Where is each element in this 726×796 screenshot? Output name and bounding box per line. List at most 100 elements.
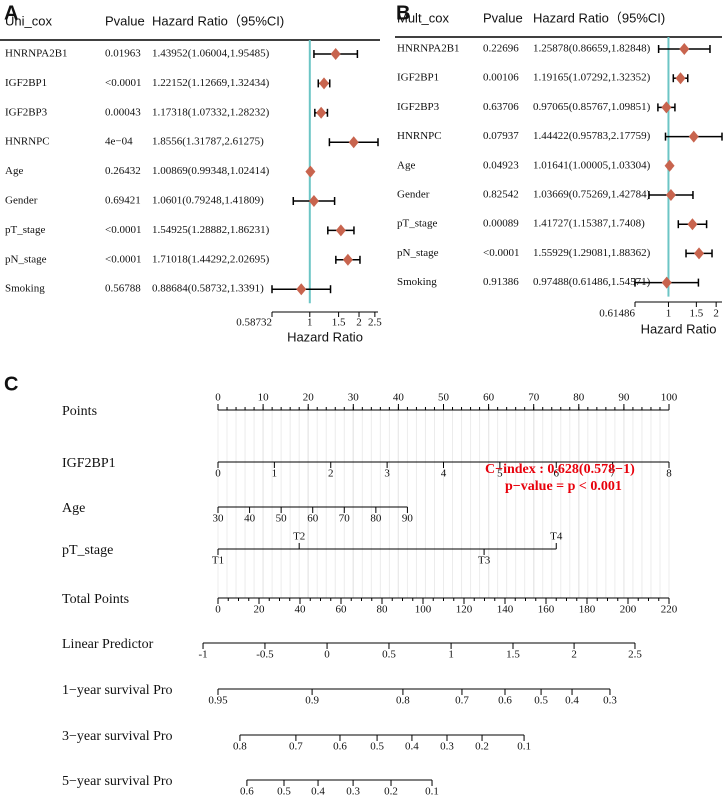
- tick-label: 7: [610, 468, 616, 480]
- panel-label: C: [4, 373, 18, 395]
- tick-label: 140: [497, 604, 514, 616]
- hazard-ratio: 1.25878(0.86659,1.82848): [533, 43, 651, 55]
- x-tick-label: 1.5: [689, 308, 703, 320]
- hazard-ratio: 1.22152(1.12669,1.32434): [152, 77, 270, 89]
- tick-label: 0: [215, 468, 221, 480]
- tick-label: 100: [661, 392, 678, 404]
- row-name: HNRNPA2B1: [5, 48, 68, 60]
- hr-diamond: [308, 195, 319, 207]
- tick-label: 0.1: [517, 741, 531, 753]
- x-tick-label: 1.5: [332, 317, 346, 329]
- hr-diamond: [296, 283, 307, 296]
- x-tick-label: 2: [356, 317, 362, 329]
- p-value: <0.0001: [105, 253, 141, 265]
- tick-label: 5: [497, 468, 503, 480]
- column-header: Hazard Ratio（95%CI): [533, 10, 665, 25]
- hr-diamond: [319, 77, 330, 90]
- tick-label: 20: [303, 392, 315, 404]
- tick-label: 4: [441, 468, 447, 480]
- tick-label: 0.3: [603, 695, 617, 707]
- hr-diamond: [661, 276, 672, 289]
- row-name: Age: [5, 165, 23, 177]
- tick-label: 2: [571, 649, 577, 661]
- tick-label: T2: [293, 531, 305, 543]
- hr-diamond: [679, 43, 690, 55]
- tick-label: 80: [377, 604, 389, 616]
- tick-label: 120: [456, 604, 473, 616]
- tick-label: 90: [618, 392, 630, 404]
- tick-label: 40: [295, 604, 307, 616]
- hazard-ratio: 0.97488(0.61486,1.54571): [533, 276, 651, 288]
- tick-label: 0.7: [289, 741, 303, 753]
- tick-label: 0.5: [534, 695, 548, 707]
- x-axis-label: Hazard Ratio: [287, 329, 363, 344]
- tick-label: 180: [579, 604, 596, 616]
- p-value: 0.01963: [105, 48, 141, 60]
- p-value: 0.22696: [483, 43, 519, 55]
- annotation: p−value = p < 0.001: [505, 479, 622, 494]
- hr-diamond: [664, 159, 675, 172]
- row-name: pN_stage: [397, 247, 439, 259]
- hazard-ratio: 1.00869(0.99348,1.02414): [152, 165, 270, 177]
- p-value: 0.04923: [483, 159, 519, 171]
- row-name: IGF2BP3: [397, 101, 440, 113]
- row-name: pT_stage: [5, 224, 45, 236]
- column-header: Mult_cox: [397, 10, 450, 25]
- tick-label: 0.5: [277, 786, 291, 796]
- tick-label: 40: [393, 392, 405, 404]
- tick-label: 40: [244, 513, 256, 525]
- tick-label: 160: [538, 604, 555, 616]
- tick-label: 2: [328, 468, 334, 480]
- tick-label: T1: [212, 555, 224, 567]
- tick-label: 0.1: [425, 786, 439, 796]
- tick-label: 0.5: [370, 741, 384, 753]
- row-name: 3−year survival Pro: [62, 729, 173, 744]
- tick-label: 0: [215, 604, 221, 616]
- hr-diamond: [675, 72, 686, 85]
- row-name: 1−year survival Pro: [62, 683, 173, 698]
- tick-label: 0: [215, 392, 221, 404]
- p-value: 0.26432: [105, 165, 141, 177]
- x-tick-label: 1: [307, 317, 313, 329]
- tick-label: 6: [554, 468, 560, 480]
- tick-label: 0.6: [333, 741, 347, 753]
- tick-label: 0.3: [346, 786, 360, 796]
- row-name: Age: [397, 159, 415, 171]
- tick-label: 0.2: [475, 741, 489, 753]
- tick-label: 220: [661, 604, 678, 616]
- tick-label: 200: [620, 604, 637, 616]
- tick-label: 0.9: [305, 695, 319, 707]
- tick-label: T4: [550, 531, 563, 543]
- hazard-ratio: 1.54925(1.28882,1.86231): [152, 224, 270, 236]
- hr-diamond: [665, 189, 676, 201]
- row-name: Gender: [5, 195, 38, 207]
- row-name: 5−year survival Pro: [62, 774, 173, 789]
- tick-label: 0.6: [498, 695, 512, 707]
- row-name: Linear Predictor: [62, 637, 154, 652]
- x-tick-label: 0.61486: [599, 308, 635, 320]
- tick-label: 0.2: [384, 786, 398, 796]
- hazard-ratio: 0.88684(0.58732,1.3391): [152, 283, 264, 295]
- p-value: 0.69421: [105, 195, 141, 207]
- hazard-ratio: 1.01641(1.00005,1.03304): [533, 159, 651, 171]
- tick-label: -1: [198, 649, 207, 661]
- tick-label: 3: [384, 468, 390, 480]
- tick-label: 20: [254, 604, 266, 616]
- row-name: Total Points: [62, 592, 129, 607]
- tick-label: 80: [573, 392, 585, 404]
- row-name: Age: [62, 501, 85, 516]
- panel-label: A: [4, 2, 18, 24]
- tick-label: -0.5: [256, 649, 274, 661]
- tick-label: 0.8: [233, 741, 247, 753]
- hazard-ratio: 1.44422(0.95783,2.17759): [533, 130, 651, 142]
- annotation: C−index : 0.628(0.578−1): [485, 462, 635, 477]
- tick-label: 60: [336, 604, 348, 616]
- hazard-ratio: 1.55929(1.29081,1.88362): [533, 247, 651, 259]
- tick-label: 10: [258, 392, 270, 404]
- row-name: Smoking: [397, 276, 437, 288]
- row-name: IGF2BP1: [5, 77, 47, 89]
- row-name: IGF2BP1: [397, 72, 439, 84]
- p-value: 0.00089: [483, 218, 519, 230]
- column-header: Pvalue: [105, 13, 145, 28]
